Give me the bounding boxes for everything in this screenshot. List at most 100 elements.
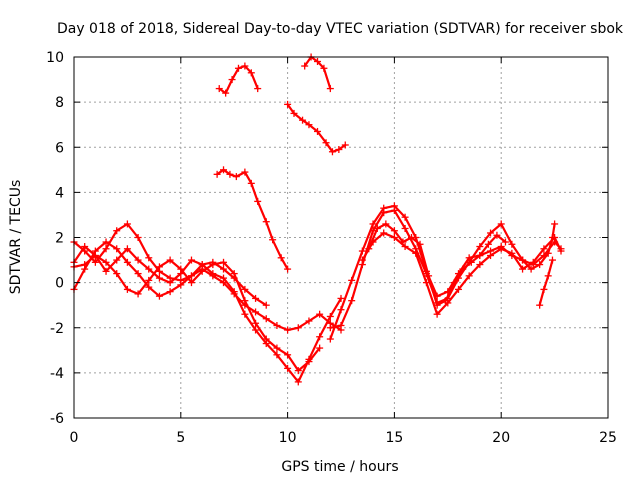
data-point xyxy=(320,64,328,72)
data-point xyxy=(166,279,174,287)
data-point xyxy=(527,265,535,273)
x-tick-label: 15 xyxy=(385,430,403,446)
data-point xyxy=(230,274,238,282)
data-point xyxy=(450,279,458,287)
data-point xyxy=(209,270,217,278)
data-point xyxy=(365,245,373,253)
x-tick-label: 10 xyxy=(279,430,297,446)
data-point xyxy=(166,288,174,296)
data-point xyxy=(465,272,473,280)
data-point xyxy=(519,256,527,264)
data-point xyxy=(433,301,441,309)
data-point xyxy=(91,247,99,255)
data-point xyxy=(102,245,110,253)
data-point xyxy=(91,258,99,266)
series-arc-12 xyxy=(365,220,509,309)
data-point xyxy=(145,265,153,273)
data-point xyxy=(548,256,556,264)
data-point xyxy=(294,367,302,375)
data-point xyxy=(497,220,505,228)
data-point xyxy=(401,243,409,251)
y-tick-label: -4 xyxy=(50,366,64,382)
data-point xyxy=(459,265,467,273)
data-point xyxy=(294,324,302,332)
data-point xyxy=(487,252,495,260)
data-point xyxy=(548,234,556,241)
data-point xyxy=(501,238,509,246)
x-axis-label: GPS time / hours xyxy=(281,459,398,475)
data-point xyxy=(544,272,552,280)
data-point xyxy=(145,254,153,262)
grid-layer xyxy=(74,57,608,418)
data-point xyxy=(145,283,153,291)
data-point xyxy=(254,197,262,205)
data-point xyxy=(305,358,313,366)
tick-layer: 0 5 10 15 20 25 -6 -4 -2 0 2 4 6 8 10 xyxy=(46,50,617,446)
data-point xyxy=(220,258,228,266)
data-point xyxy=(113,270,121,278)
data-point xyxy=(540,245,548,253)
series-arc-14 xyxy=(536,256,556,309)
data-point xyxy=(220,274,228,282)
data-point xyxy=(337,306,345,314)
data-point xyxy=(269,236,277,244)
x-tick-label: 0 xyxy=(70,430,79,446)
data-point xyxy=(416,240,424,248)
data-point xyxy=(134,256,142,264)
data-point xyxy=(294,378,302,386)
data-point xyxy=(536,261,544,269)
data-point xyxy=(314,58,322,66)
data-point xyxy=(412,249,420,257)
data-point xyxy=(123,220,131,228)
y-tick-label: -2 xyxy=(50,321,64,337)
data-point xyxy=(341,141,349,149)
data-point xyxy=(390,227,398,235)
data-point xyxy=(252,294,260,302)
data-point xyxy=(262,301,270,309)
x-tick-label: 5 xyxy=(176,430,185,446)
data-point xyxy=(305,121,313,129)
data-point xyxy=(187,279,195,287)
data-point xyxy=(254,85,262,93)
x-tick-label: 20 xyxy=(492,430,510,446)
data-point xyxy=(155,292,163,300)
data-point xyxy=(252,319,260,327)
series-arc-7 xyxy=(284,100,349,156)
data-point xyxy=(467,258,475,266)
data-point xyxy=(234,64,242,72)
data-point xyxy=(241,168,249,176)
series-arc-13 xyxy=(519,220,559,273)
data-point xyxy=(337,321,345,329)
y-tick-label: 4 xyxy=(55,185,64,201)
data-point xyxy=(348,276,356,284)
data-point xyxy=(540,285,548,293)
data-point xyxy=(557,247,565,255)
data-point xyxy=(230,288,238,296)
data-point xyxy=(134,270,142,278)
data-point xyxy=(102,258,110,266)
data-point xyxy=(348,297,356,305)
data-point xyxy=(252,308,260,316)
data-point xyxy=(326,312,334,320)
x-tick-label: 25 xyxy=(599,430,617,446)
data-point xyxy=(301,62,309,70)
data-point xyxy=(198,267,206,275)
data-point xyxy=(454,285,462,293)
data-point xyxy=(305,317,313,325)
data-point xyxy=(425,272,433,280)
data-point xyxy=(241,62,249,70)
data-point xyxy=(252,326,260,334)
data-point xyxy=(220,265,228,273)
data-point xyxy=(536,301,544,309)
data-point xyxy=(232,173,240,181)
data-point xyxy=(247,69,255,77)
data-point xyxy=(299,116,307,124)
series-line xyxy=(72,254,321,372)
data-point xyxy=(326,324,334,332)
data-point xyxy=(382,220,390,228)
data-point xyxy=(465,254,473,262)
data-point xyxy=(487,229,495,237)
data-point xyxy=(433,310,441,318)
data-point xyxy=(220,166,228,174)
